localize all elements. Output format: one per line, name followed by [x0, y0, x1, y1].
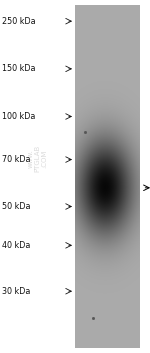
- Text: 100 kDa: 100 kDa: [2, 112, 35, 121]
- Text: 40 kDa: 40 kDa: [2, 241, 30, 250]
- Text: 250 kDa: 250 kDa: [2, 17, 35, 26]
- Text: www.
PTGLAB
.COM: www. PTGLAB .COM: [27, 145, 48, 173]
- Text: 50 kDa: 50 kDa: [2, 202, 30, 211]
- Text: 70 kDa: 70 kDa: [2, 155, 30, 164]
- Text: 30 kDa: 30 kDa: [2, 287, 30, 296]
- Text: 150 kDa: 150 kDa: [2, 64, 35, 73]
- Bar: [75, 5, 140, 348]
